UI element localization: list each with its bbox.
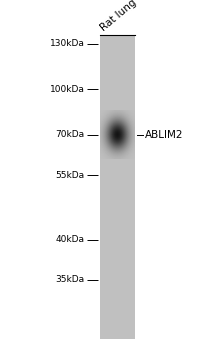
Text: 40kDa: 40kDa — [56, 235, 85, 244]
Text: ABLIM2: ABLIM2 — [145, 130, 184, 140]
Text: Rat lung: Rat lung — [99, 0, 139, 33]
Bar — [100, 37, 135, 340]
Text: 70kDa: 70kDa — [56, 130, 85, 139]
Text: 55kDa: 55kDa — [56, 170, 85, 180]
Text: 130kDa: 130kDa — [50, 39, 85, 48]
Text: 100kDa: 100kDa — [50, 85, 85, 94]
Text: 35kDa: 35kDa — [56, 275, 85, 285]
